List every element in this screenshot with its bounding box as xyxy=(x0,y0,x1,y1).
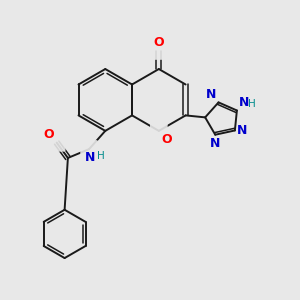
Text: O: O xyxy=(44,128,54,141)
Text: H: H xyxy=(97,151,105,161)
Text: O: O xyxy=(154,36,164,49)
Text: N: N xyxy=(210,137,220,150)
Text: N: N xyxy=(206,88,216,101)
Text: N: N xyxy=(239,96,249,109)
Text: N: N xyxy=(85,151,95,164)
Text: O: O xyxy=(162,133,172,146)
Text: H: H xyxy=(248,99,256,109)
Text: N: N xyxy=(237,124,248,137)
